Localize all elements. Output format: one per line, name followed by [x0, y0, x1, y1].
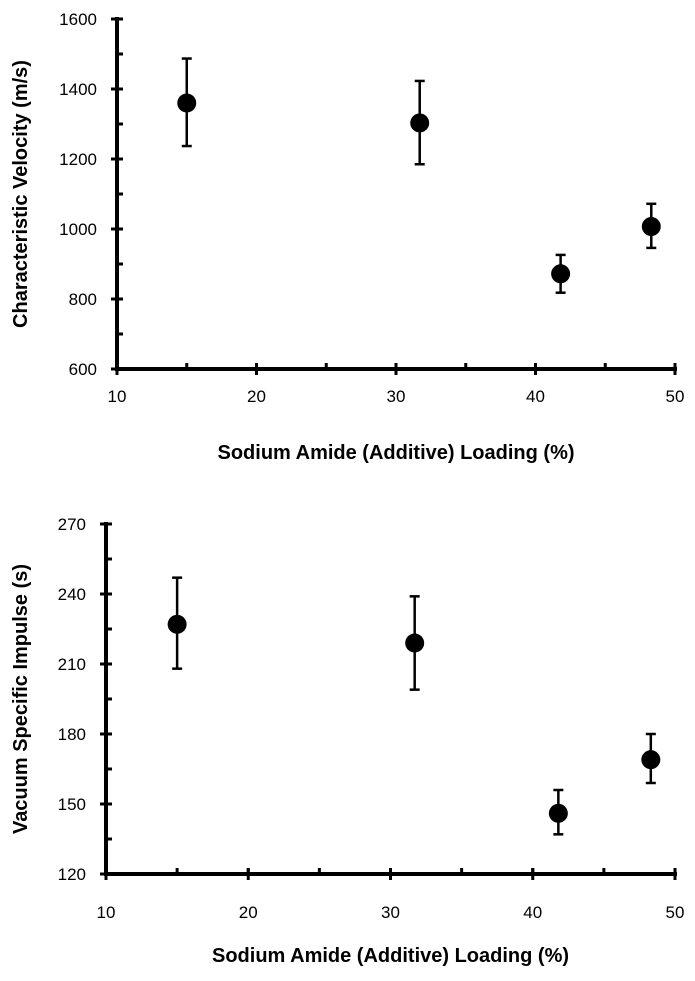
- y-tick-label: 1200: [59, 150, 97, 169]
- data-point: [641, 750, 661, 770]
- y-tick-label: 600: [69, 360, 97, 379]
- y-tick-label: 180: [58, 725, 86, 744]
- data-point: [548, 803, 568, 823]
- x-tick-label: 40: [523, 903, 542, 922]
- data-point: [641, 217, 661, 237]
- data-point: [410, 113, 430, 133]
- data-point: [551, 264, 571, 284]
- y-tick-label: 240: [58, 585, 86, 604]
- y-tick-label: 800: [69, 290, 97, 309]
- x-axis-title: Sodium Amide (Additive) Loading (%): [217, 442, 574, 464]
- y-axis-title: Vacuum Specific Impulse (s): [10, 564, 32, 834]
- y-tick-label: 210: [58, 655, 86, 674]
- y-tick-label: 150: [58, 795, 86, 814]
- y-tick-label: 1000: [59, 220, 97, 239]
- x-axis-title: Sodium Amide (Additive) Loading (%): [212, 945, 569, 967]
- x-tick-label: 30: [381, 903, 400, 922]
- data-point: [405, 633, 425, 653]
- y-tick-label: 270: [58, 515, 86, 534]
- x-tick-label: 50: [666, 903, 685, 922]
- y-tick-label: 1400: [59, 80, 97, 99]
- characteristic-velocity-chart: 600 800 1000 1200 1400 1600 10 20 30 40 50 Sodium A…: [10, 10, 684, 464]
- y-tick-label: 1600: [59, 10, 97, 29]
- x-tick-label: 40: [526, 387, 545, 406]
- x-tick-label: 10: [108, 387, 127, 406]
- x-tick-label: 20: [239, 903, 258, 922]
- y-tick-label: 120: [58, 865, 86, 884]
- x-tick-label: 20: [247, 387, 266, 406]
- x-tick-label: 10: [97, 903, 116, 922]
- data-point: [177, 93, 197, 113]
- x-tick-label: 50: [666, 387, 685, 406]
- y-axis-title: Characteristic Velocity (m/s): [10, 60, 32, 328]
- vacuum-specific-impulse-chart: 120 150 180 210 240 270 10 20 30 40 50 Sodium Amide…: [10, 515, 684, 967]
- x-tick-label: 30: [387, 387, 406, 406]
- data-point: [167, 614, 187, 634]
